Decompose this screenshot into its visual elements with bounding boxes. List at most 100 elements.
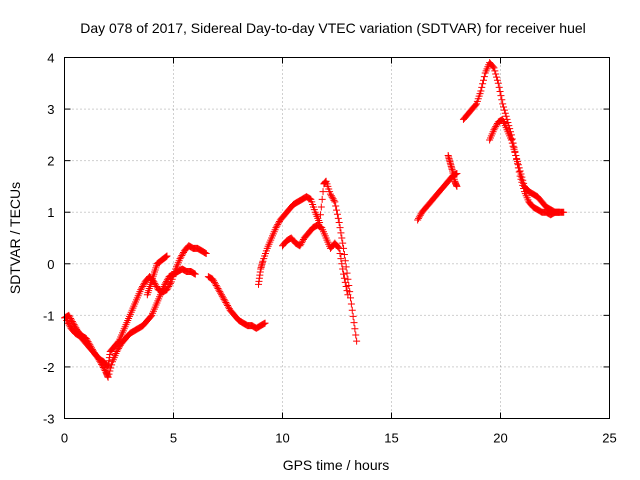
data-point: [517, 170, 525, 178]
data-point: [453, 170, 461, 178]
data-point: [342, 282, 350, 290]
data-point: [163, 276, 171, 284]
data-point: [104, 373, 112, 381]
data-point: [317, 203, 325, 211]
y-tick-label: -3: [43, 412, 55, 427]
data-point: [65, 321, 73, 329]
data-point: [490, 64, 498, 72]
data-point: [513, 155, 521, 163]
data-point: [334, 243, 342, 251]
data-point: [509, 142, 517, 150]
data-point: [347, 300, 355, 308]
data-point: [330, 196, 338, 204]
data-point: [491, 67, 499, 75]
data-point: [415, 213, 423, 221]
data-point: [497, 92, 505, 100]
data-point: [478, 83, 486, 91]
data-point: [166, 279, 174, 287]
x-tick-label: 10: [275, 431, 289, 446]
data-point: [139, 281, 147, 289]
data-point: [214, 285, 222, 293]
data-point: [191, 270, 199, 278]
data-point: [492, 70, 500, 78]
x-tick-label: 20: [493, 431, 507, 446]
data-point: [296, 242, 304, 250]
data-point: [508, 139, 516, 147]
data-point: [273, 222, 281, 230]
data-point: [166, 281, 174, 289]
data-point: [348, 306, 356, 314]
series-arc-5: [444, 151, 461, 190]
data-point: [220, 295, 228, 303]
data-point: [512, 151, 520, 159]
data-point: [516, 167, 524, 175]
data-point: [97, 359, 105, 367]
data-point: [211, 280, 219, 288]
data-point: [333, 206, 341, 214]
data-point: [115, 343, 123, 351]
data-point: [64, 318, 72, 326]
series-arc-6a: [459, 59, 568, 219]
data-point: [490, 126, 498, 134]
data-point: [336, 224, 344, 232]
data-point: [162, 279, 170, 287]
data-point: [334, 214, 342, 222]
data-point: [335, 219, 343, 227]
data-point: [298, 239, 306, 247]
data-point: [479, 80, 487, 88]
data-point: [514, 158, 522, 166]
data-point: [70, 321, 78, 329]
data-point: [416, 211, 424, 219]
data-point: [218, 292, 226, 300]
data-point: [498, 116, 506, 124]
data-point: [343, 287, 351, 295]
data-point: [163, 286, 171, 294]
data-point: [329, 195, 337, 203]
data-point: [137, 286, 145, 294]
data-point: [319, 188, 327, 196]
data-point: [274, 221, 282, 229]
data-point: [99, 363, 107, 371]
data-point: [493, 73, 501, 81]
data-point: [493, 76, 501, 84]
data-point: [94, 354, 102, 362]
y-tick-label: 4: [47, 51, 54, 66]
series-arc-2: [204, 273, 269, 332]
data-point: [98, 362, 106, 370]
data-point: [351, 325, 359, 333]
data-point: [217, 289, 225, 297]
x-axis-label: GPS time / hours: [283, 457, 390, 473]
data-point: [221, 297, 229, 305]
data-point: [353, 337, 361, 345]
data-point: [163, 277, 171, 285]
series-arc-3a: [255, 177, 361, 345]
data-point: [213, 283, 221, 291]
data-point: [162, 253, 170, 261]
data-point: [341, 257, 349, 265]
y-axis-label: SDTVAR / TECUs: [7, 182, 23, 294]
data-point: [179, 250, 187, 258]
data-point: [161, 280, 169, 288]
data-point: [350, 319, 358, 327]
data-point: [331, 198, 339, 206]
data-point: [64, 320, 72, 328]
data-point: [339, 239, 347, 247]
data-point: [106, 367, 114, 375]
data-point: [210, 278, 218, 286]
data-point: [68, 318, 76, 326]
series-arc-3b: [279, 221, 352, 299]
data-point: [65, 311, 73, 319]
data-point: [511, 148, 519, 156]
data-point: [340, 251, 348, 259]
data-point: [261, 319, 269, 327]
data-point: [222, 298, 230, 306]
data-point: [152, 281, 160, 289]
data-point: [151, 279, 159, 287]
data-point: [217, 291, 225, 299]
data-point: [67, 314, 75, 322]
data-point: [515, 164, 523, 172]
data-point: [107, 364, 115, 372]
data-point: [472, 101, 480, 109]
y-tick-label: 0: [47, 257, 54, 272]
data-point: [493, 121, 501, 129]
